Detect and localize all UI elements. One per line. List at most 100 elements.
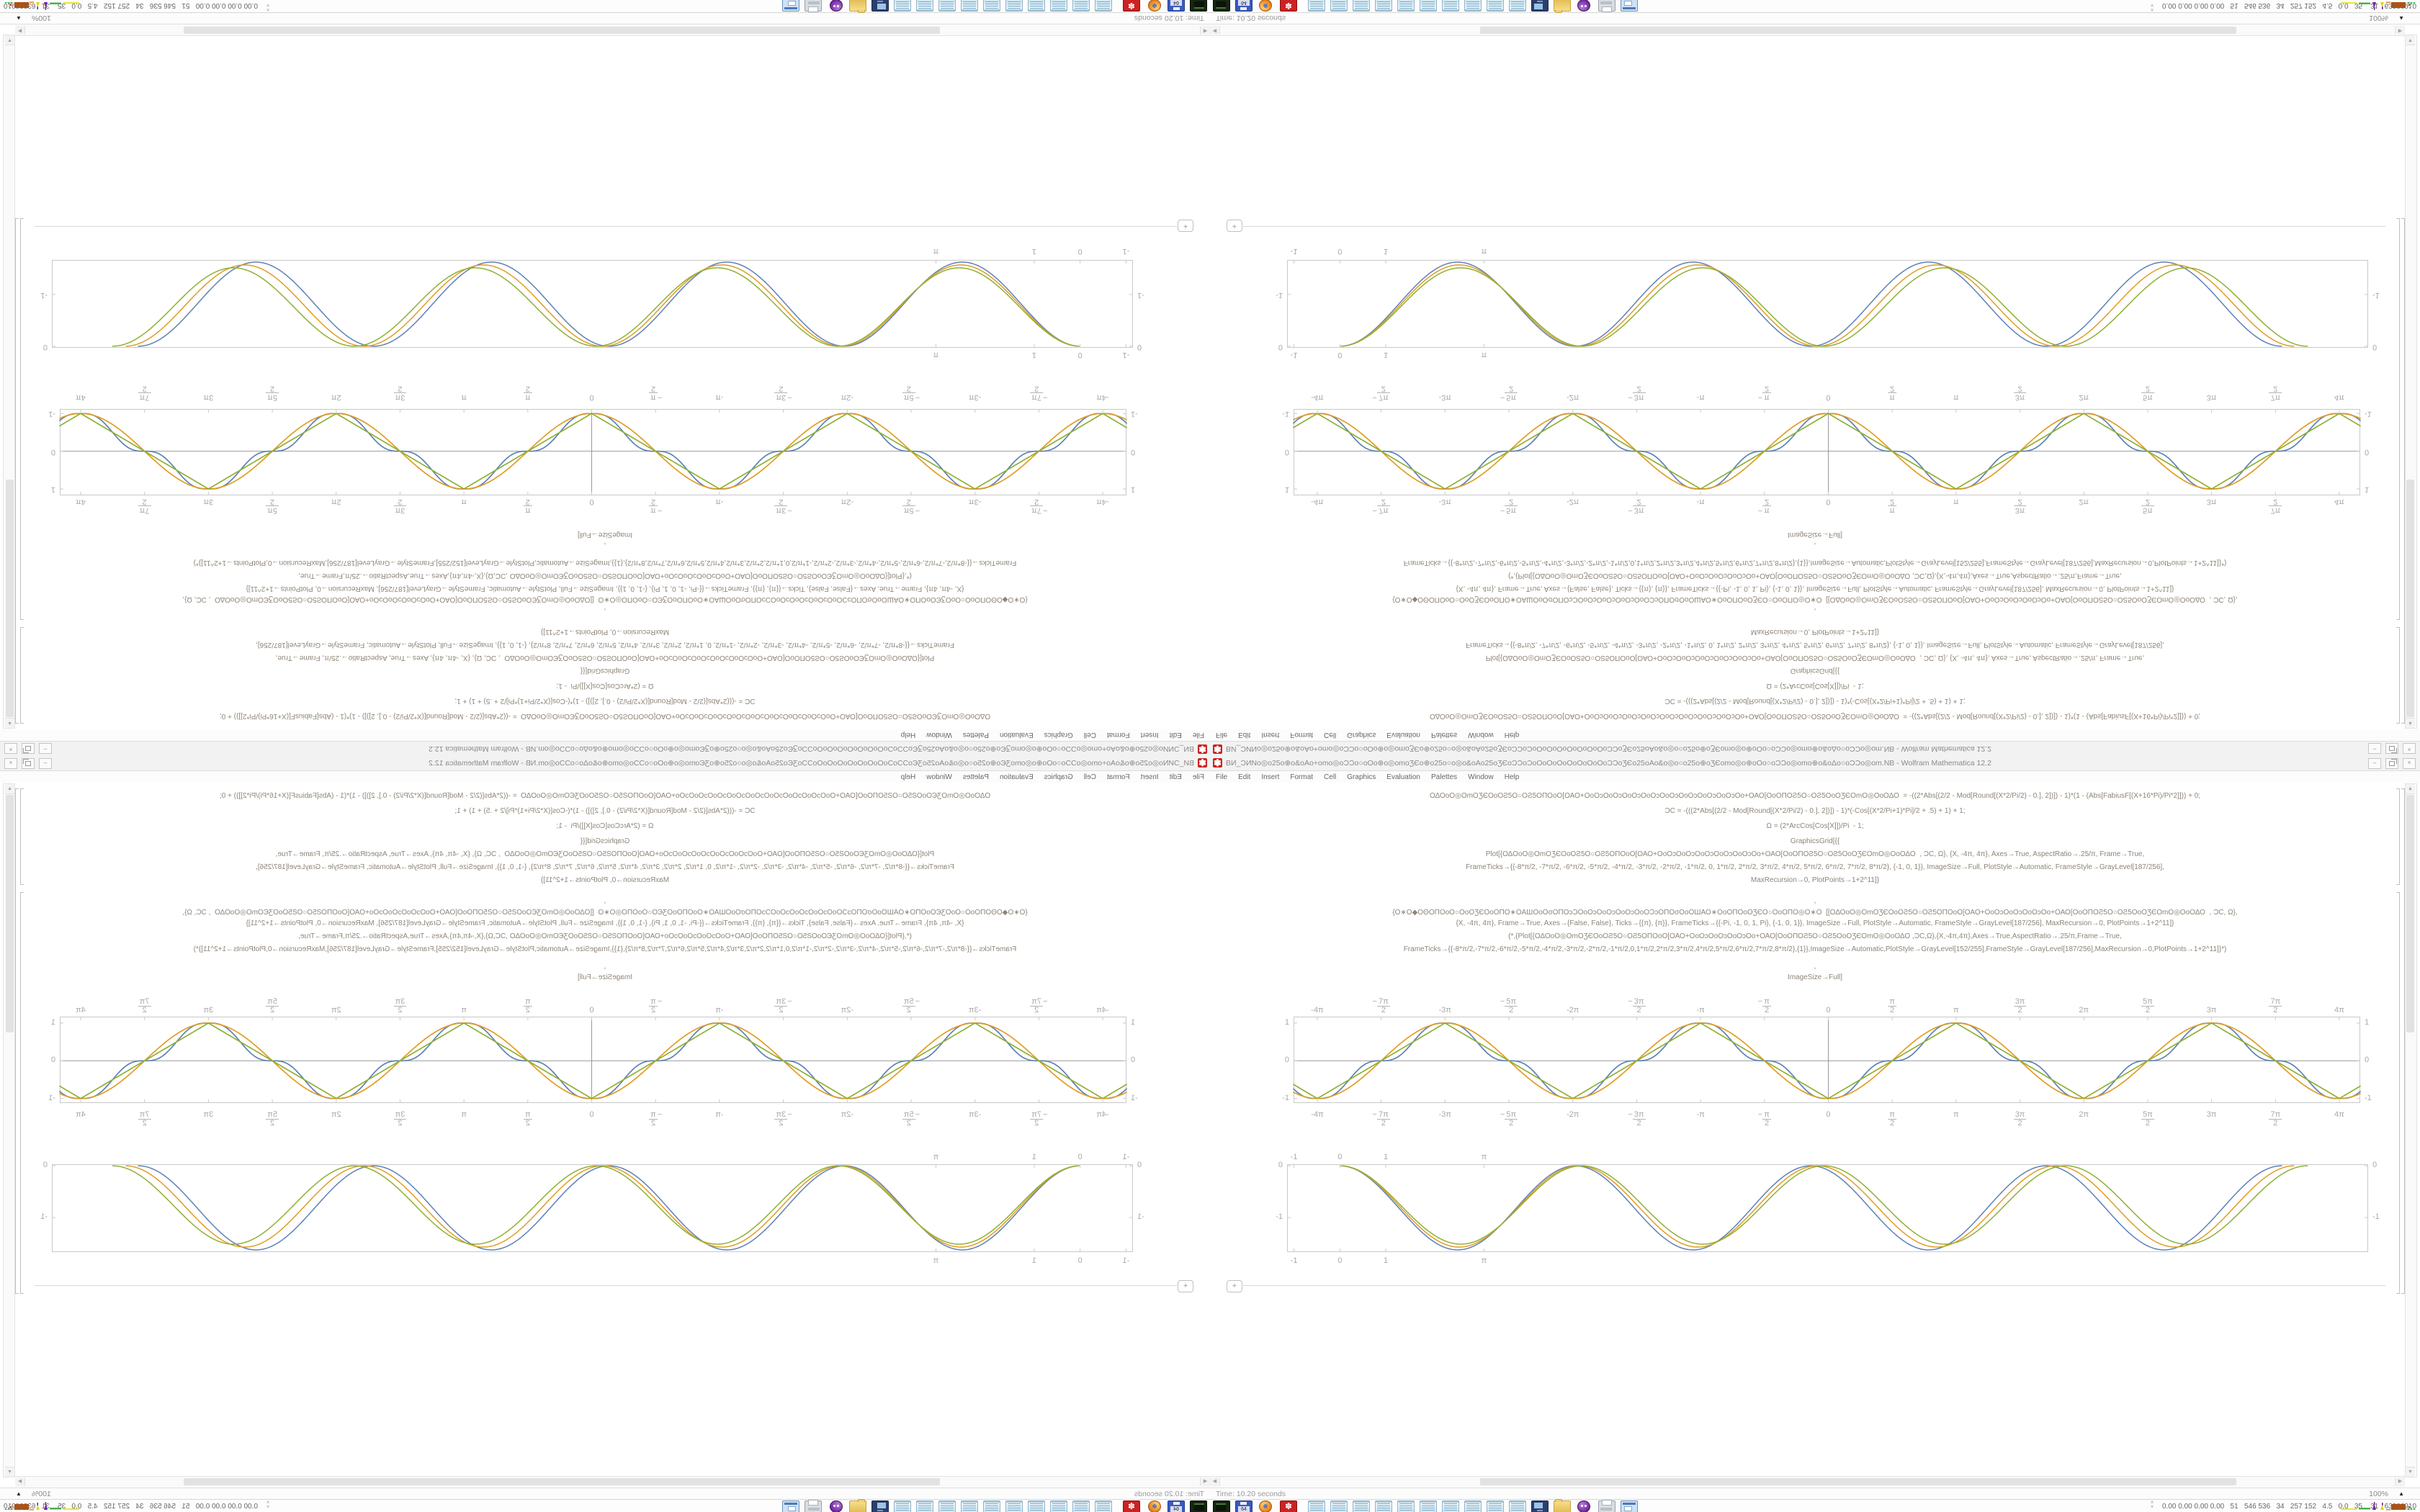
menu-graphics[interactable]: Graphics <box>1044 773 1073 781</box>
printer-icon[interactable] <box>1598 1500 1615 1512</box>
code-line[interactable]: (*,{Plot[{ΟΔΟοΟ◎ΟmΟƷЄΟοΟƧ5Ο○ΟƧ5ΟΠΟοΟ[ΟΑΟ… <box>1508 572 2122 580</box>
magnification-menu-icon[interactable]: ▲ <box>2398 1490 2404 1497</box>
menu-evaluation[interactable]: Evaluation <box>1386 773 1420 781</box>
notebook-content[interactable]: ΟΔΟοΟ◎ΟmΟƷЄΟοΟƧ5Ο○ΟƧ5ΟΠΟοΟ[ΟΑΟ+ΟοΟɔΟοΟɔΟ… <box>1210 36 2420 729</box>
scroll-left-icon[interactable]: ◀ <box>1200 26 1210 35</box>
cell-bracket-group[interactable] <box>15 218 19 724</box>
menu-palettes[interactable]: Palettes <box>962 731 989 739</box>
notepad-icon[interactable] <box>1487 1500 1504 1512</box>
menu-insert[interactable]: Insert <box>1261 731 1280 739</box>
menu-format[interactable]: Format <box>1106 773 1130 781</box>
close-button[interactable]: × <box>2403 743 2416 754</box>
window-manager-icon[interactable] <box>1621 0 1638 12</box>
code-line[interactable]: (*,{Plot[{ΟΔΟοΟ◎ΟmΟƷЄΟοΟƧ5Ο○ΟƧ5ΟΠΟοΟ[ΟΑΟ… <box>298 572 912 580</box>
window-title-bar[interactable]: ✽ ВИ_ƆИNο◎ο25ο⊕ο&οΑο+οmο◎οϽƆο○οΟο⊕ο◎οmοƷ… <box>1210 756 2420 771</box>
window-manager-icon[interactable] <box>1621 1500 1638 1512</box>
code-line[interactable]: Plot[{ΟΔΟοΟ◎ΟmΟƷЄΟοΟƧ5Ο○ΟƧ5ΟΠΟοΟ[ΟΑΟ+ΟοΟ… <box>275 654 935 662</box>
notepad-icon[interactable] <box>1005 0 1023 12</box>
purple-app-icon[interactable] <box>1577 1500 1590 1512</box>
scroll-down-icon[interactable]: ▼ <box>2406 1467 2415 1477</box>
menu-palettes[interactable]: Palettes <box>1431 773 1458 781</box>
code-line[interactable]: Plot[{ΟΔΟοΟ◎ΟmΟƷЄΟοΟƧ5Ο○ΟƧ5ΟΠΟοΟ[ΟΑΟ+ΟοΟ… <box>275 850 935 858</box>
window-title-bar[interactable]: ✽ ВИ_ƆИNο◎ο25ο⊕ο&οΑο+οmο◎οϽƆο○οΟο⊕ο◎οmοƷ… <box>1210 741 2420 756</box>
scroll-down-icon[interactable]: ▼ <box>2406 35 2415 45</box>
minimize-button[interactable]: – <box>39 758 52 769</box>
code-line[interactable]: , <box>604 897 606 905</box>
code-line[interactable]: {Ο∗Ο◆ΟΘΟΠΟοΟ○ΟοΟƷЄΟοΟΠΟ∗ΟΑШΟοΟσΟΠΟɔϽΟοΟɔ… <box>182 909 1028 917</box>
menu-help[interactable]: Help <box>900 773 916 781</box>
code-line[interactable]: (*,{Plot[{ΟΔΟοΟ◎ΟmΟƷЄΟοΟƧ5Ο○ΟƧ5ΟΠΟοΟ[ΟΑΟ… <box>298 932 912 940</box>
notepad-icon[interactable] <box>1095 0 1112 12</box>
code-line[interactable]: , <box>1814 607 1816 615</box>
window-title-bar[interactable]: ✽ ВИ_ƆИNο◎ο25ο⊕ο&οΑο+οmο◎οϽƆο○οΟο⊕ο◎οmοƷ… <box>0 756 1210 771</box>
floppy-64-icon[interactable]: 64 <box>1168 1500 1185 1512</box>
menu-edit[interactable]: Edit <box>1238 731 1251 739</box>
scroll-up-icon[interactable]: ▲ <box>2406 718 2415 728</box>
notepad-icon[interactable] <box>1353 0 1370 12</box>
cell-bracket-group[interactable] <box>15 788 19 1294</box>
code-line[interactable]: MaxRecursion→0, PlotPoints→1+2^11]} <box>540 876 670 884</box>
horizontal-scroll-thumb[interactable] <box>1480 1478 2236 1485</box>
code-line[interactable]: {X, -4π, 4π}, Frame→True, Axes→{False, F… <box>246 585 964 593</box>
code-line[interactable]: {X, -4π, 4π}, Frame→True, Axes→{False, F… <box>1456 919 2174 927</box>
notepad-icon[interactable] <box>1487 0 1504 12</box>
notepad-icon[interactable] <box>1353 1500 1370 1512</box>
notepad-icon[interactable] <box>938 1500 956 1512</box>
code-line[interactable]: , <box>1814 897 1816 905</box>
notepad-icon[interactable] <box>983 0 1000 12</box>
magnification-menu-icon[interactable]: ▲ <box>16 15 22 22</box>
menu-cell[interactable]: Cell <box>1083 731 1096 739</box>
computer-icon[interactable] <box>1531 0 1549 12</box>
notepad-icon[interactable] <box>1375 0 1392 12</box>
notepad-icon[interactable] <box>961 0 978 12</box>
insert-cell-button[interactable]: + <box>1178 1280 1193 1292</box>
scroll-right-icon[interactable]: ▶ <box>15 1477 25 1486</box>
floppy-64-icon[interactable]: 64 <box>1235 1500 1252 1512</box>
notepad-icon[interactable] <box>1442 1500 1459 1512</box>
cell-bracket-input[interactable] <box>2396 627 2400 724</box>
horizontal-scroll-thumb[interactable] <box>184 27 940 34</box>
magnification-value[interactable]: 100% <box>32 14 51 22</box>
menu-graphics[interactable]: Graphics <box>1347 731 1376 739</box>
scroll-up-icon[interactable]: ▲ <box>5 784 14 794</box>
insert-cell-line[interactable] <box>1243 1285 2385 1286</box>
code-line[interactable]: {Ο∗Ο◆ΟΘΟΠΟοΟ○ΟοΟƷЄΟοΟΠΟ∗ΟΑШΟοΟσΟΠΟɔϽΟοΟɔ… <box>1392 909 2238 917</box>
notepad-icon[interactable] <box>1005 1500 1023 1512</box>
code-line[interactable]: ΟΔΟοΟ◎ΟmΟƷЄΟοΟƧ5Ο○ΟƧ5ΟΠΟοΟ[ΟΑΟ+ΟοΟɔΟοΟɔΟ… <box>219 792 991 800</box>
code-line[interactable]: FrameTicks→{{-8*π/2,-7*π/2,-6*π/2,-5*π/2… <box>1403 945 2227 953</box>
scroll-right-icon[interactable]: ▶ <box>2395 26 2405 35</box>
code-line[interactable]: {Ο∗Ο◆ΟΘΟΠΟοΟ○ΟοΟƷЄΟοΟΠΟ∗ΟΑШΟοΟσΟΠΟɔϽΟοΟɔ… <box>182 595 1028 603</box>
code-line[interactable]: , <box>1814 541 1816 549</box>
code-line[interactable]: ImageSize→Full] <box>577 531 633 539</box>
window-title-bar[interactable]: ✽ ВИ_ƆИNο◎ο25ο⊕ο&οΑο+οmο◎οϽƆο○οΟο⊕ο◎οmοƷ… <box>0 741 1210 756</box>
notepad-icon[interactable] <box>1028 1500 1045 1512</box>
printer-icon[interactable] <box>805 0 822 12</box>
code-line[interactable]: FrameTicks→{{-8*π/2, -7*π/2, -6*π/2, -5*… <box>1466 863 2164 871</box>
code-line[interactable]: MaxRecursion→0, PlotPoints→1+2^11]} <box>1750 876 1880 884</box>
scroll-left-icon[interactable]: ◀ <box>1200 1477 1210 1486</box>
menu-help[interactable]: Help <box>900 731 916 739</box>
notepad-icon[interactable] <box>1397 1500 1415 1512</box>
notepad-icon[interactable] <box>916 1500 933 1512</box>
vertical-scrollbar[interactable]: ▲ ▼ <box>3 35 15 729</box>
notepad-icon[interactable] <box>1308 0 1325 12</box>
code-line[interactable]: Ω = (2*ArcCos[Cos[X]])/Pi - 1; <box>1766 822 1864 830</box>
folder-icon[interactable] <box>1554 0 1571 12</box>
notepad-icon[interactable] <box>1028 0 1045 12</box>
notepad-icon[interactable] <box>1375 1500 1392 1512</box>
notepad-icon[interactable] <box>1072 1500 1090 1512</box>
purple-app-icon[interactable] <box>1577 0 1590 12</box>
magnification-value[interactable]: 100% <box>2369 14 2388 22</box>
window-manager-icon[interactable] <box>782 0 799 12</box>
tray-expand-icon[interactable]: ˄ ˅ <box>266 2 269 12</box>
menu-insert[interactable]: Insert <box>1140 773 1159 781</box>
window-manager-icon[interactable] <box>782 1500 799 1512</box>
tray-expand-icon[interactable]: ˄ ˅ <box>2151 2 2154 12</box>
notepad-icon[interactable] <box>1509 1500 1526 1512</box>
magnification-menu-icon[interactable]: ▲ <box>2398 15 2404 22</box>
menu-file[interactable]: File <box>1192 731 1204 739</box>
terminal-icon[interactable] <box>1213 0 1230 12</box>
tray-expand-icon[interactable]: ˄ ˅ <box>2151 1500 2154 1510</box>
purple-app-icon[interactable] <box>830 1500 843 1512</box>
scroll-down-icon[interactable]: ▼ <box>5 1467 14 1477</box>
